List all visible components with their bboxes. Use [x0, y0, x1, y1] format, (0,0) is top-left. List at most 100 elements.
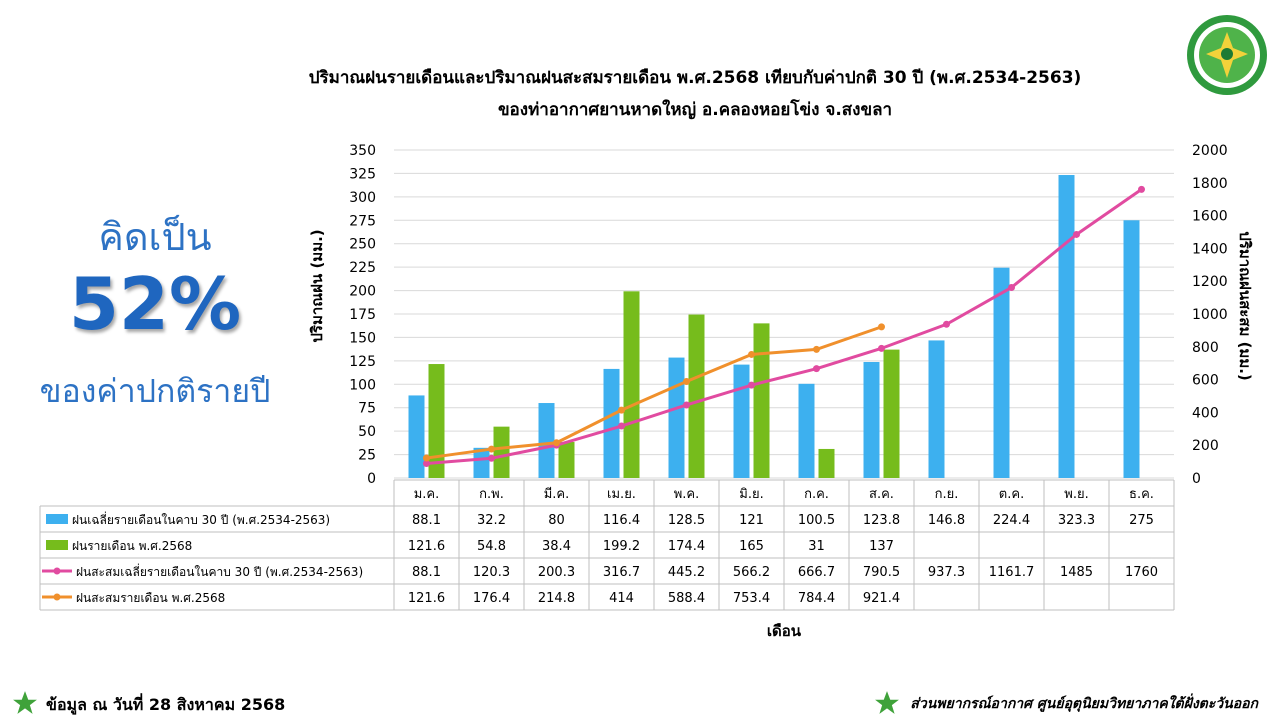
- data-label: 128.5: [668, 513, 705, 528]
- bar-normal: [1123, 220, 1140, 479]
- x-tick-label: ส.ค.: [869, 487, 894, 502]
- data-label: 566.2: [733, 565, 770, 580]
- data-label: 790.5: [863, 565, 900, 580]
- bar-normal: [538, 403, 555, 478]
- footer-date: ข้อมูล ณ วันที่ 28 สิงหาคม 2568: [46, 695, 286, 714]
- data-label: 1485: [1060, 565, 1093, 580]
- data-label: 121.6: [408, 591, 445, 606]
- footer-source: ส่วนพยากรณ์อากาศ ศูนย์อุตุนิยมวิทยาภาคใต…: [910, 696, 1258, 712]
- line-point: [878, 323, 885, 331]
- data-label: 445.2: [668, 565, 705, 580]
- data-label: 275: [1129, 513, 1154, 528]
- data-label: 123.8: [863, 513, 900, 528]
- y2-tick-label: 1200: [1192, 274, 1228, 290]
- legend-swatch: [46, 540, 68, 550]
- y-axis-label: ปริมาณฝน (มม.): [308, 229, 326, 342]
- data-label: 137: [869, 539, 894, 554]
- bar-normal: [928, 340, 945, 478]
- line-point: [813, 365, 820, 373]
- data-label: 38.4: [542, 539, 571, 554]
- x-tick-label: มี.ค.: [544, 486, 570, 502]
- data-label: 753.4: [733, 591, 770, 606]
- y-tick-label: 350: [349, 143, 376, 159]
- data-label: 80: [548, 513, 565, 528]
- data-label: 120.3: [473, 565, 510, 580]
- line-point: [1073, 230, 1080, 238]
- y2-tick-label: 0: [1192, 471, 1201, 487]
- side-caption-line1: คิดเป็น: [98, 215, 212, 259]
- data-label: 921.4: [863, 591, 900, 606]
- side-caption-line3: ของค่าปกติรายปี: [39, 372, 271, 410]
- data-label: 784.4: [798, 591, 835, 606]
- bar-2568: [428, 364, 445, 478]
- bar-normal: [603, 368, 620, 478]
- line-point: [683, 378, 690, 386]
- line-series-normal: [426, 188, 1143, 466]
- y-tick-label: 100: [349, 377, 376, 393]
- y2-tick-label: 800: [1192, 340, 1219, 356]
- data-label: 88.1: [412, 565, 441, 580]
- data-label: 224.4: [993, 513, 1030, 528]
- x-tick-label: ก.ย.: [935, 487, 959, 502]
- x-tick-label: ธ.ค.: [1129, 487, 1154, 502]
- y-tick-label: 300: [349, 190, 376, 206]
- data-label: 937.3: [928, 565, 965, 580]
- bar-2568: [883, 349, 900, 478]
- data-label: 414: [609, 591, 634, 606]
- department-seal-icon: [1187, 15, 1267, 95]
- y2-tick-label: 1000: [1192, 307, 1228, 323]
- line-point: [683, 401, 690, 409]
- data-label: 174.4: [668, 539, 705, 554]
- x-tick-label: มิ.ย.: [739, 487, 763, 502]
- bar-normal: [993, 267, 1010, 478]
- bar-2568: [493, 426, 510, 478]
- x-axis-label: เดือน: [767, 622, 802, 640]
- data-label: 121: [739, 513, 764, 528]
- y2-tick-label: 600: [1192, 373, 1219, 389]
- line-point: [423, 460, 430, 468]
- x-tick-label: ก.พ.: [479, 487, 504, 502]
- legend-label: ฝนสะสมเฉลี่ยรายเดือนในคาบ 30 ปี (พ.ศ.253…: [76, 563, 363, 579]
- data-label: 176.4: [473, 591, 510, 606]
- line-point: [943, 320, 950, 328]
- data-label: 88.1: [412, 513, 441, 528]
- data-label: 116.4: [603, 513, 640, 528]
- data-label: 121.6: [408, 539, 445, 554]
- x-tick-label: เม.ย.: [607, 487, 636, 502]
- line-point: [553, 439, 560, 447]
- bar-normal: [733, 364, 750, 478]
- y2-tick-label: 400: [1192, 405, 1219, 421]
- data-label: 323.3: [1058, 513, 1095, 528]
- y-tick-label: 325: [349, 166, 376, 182]
- green-star-icon: [875, 691, 899, 714]
- bar-normal: [798, 383, 815, 478]
- bar-normal: [473, 447, 490, 478]
- data-label: 100.5: [798, 513, 835, 528]
- line-series-2568: [426, 325, 882, 460]
- green-star-icon: [13, 691, 37, 714]
- y2-tick-label: 1600: [1192, 209, 1228, 225]
- legend-swatch: [53, 593, 61, 601]
- bar-normal: [1058, 175, 1075, 478]
- line-point: [1008, 283, 1015, 291]
- data-label: 316.7: [603, 565, 640, 580]
- x-tick-label: ม.ค.: [414, 487, 440, 502]
- y-tick-label: 75: [358, 401, 376, 417]
- side-percent: 52%: [68, 262, 242, 346]
- y-tick-label: 125: [349, 354, 376, 370]
- x-tick-label: ต.ค.: [999, 487, 1024, 502]
- y-tick-label: 250: [349, 237, 376, 253]
- y-tick-label: 0: [367, 471, 376, 487]
- bar-2568: [558, 442, 575, 478]
- chart-title-line1: ปริมาณฝนรายเดือนและปริมาณฝนสะสมรายเดือน …: [308, 68, 1082, 88]
- legend-label: ฝนสะสมรายเดือน พ.ศ.2568: [76, 591, 225, 605]
- line-point: [488, 454, 495, 462]
- line-point: [423, 454, 430, 462]
- bar-2568: [688, 314, 705, 478]
- data-label: 588.4: [668, 591, 705, 606]
- data-label: 666.7: [798, 565, 835, 580]
- y-tick-label: 225: [349, 260, 376, 276]
- y-tick-label: 175: [349, 307, 376, 323]
- data-label: 32.2: [477, 513, 506, 528]
- legend-label: ฝนเฉลี่ยรายเดือนในคาบ 30 ปี (พ.ศ.2534-25…: [72, 511, 330, 527]
